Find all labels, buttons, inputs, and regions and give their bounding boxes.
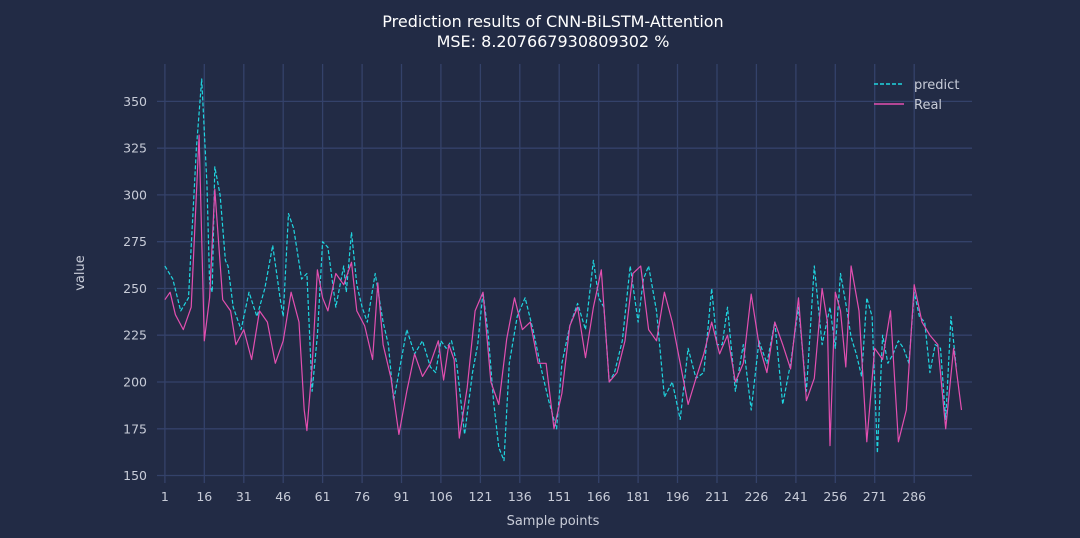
x-tick-label: 271 bbox=[863, 489, 887, 504]
chart-subtitle: MSE: 8.207667930809302 % bbox=[437, 32, 670, 51]
x-tick-label: 46 bbox=[275, 489, 291, 504]
x-tick-label: 136 bbox=[508, 489, 532, 504]
y-axis-label: value bbox=[73, 255, 88, 291]
x-tick-label: 91 bbox=[394, 489, 410, 504]
y-axis-ticks: 150 175 200 225 250 275 300 325 350 bbox=[123, 94, 147, 483]
y-tick-label: 225 bbox=[123, 328, 147, 343]
series-line-predict bbox=[164, 78, 957, 462]
x-tick-label: 226 bbox=[744, 489, 768, 504]
series-lines bbox=[164, 78, 963, 462]
legend-predict-label: predict bbox=[914, 78, 959, 93]
y-tick-label: 150 bbox=[123, 468, 147, 483]
series-line-real bbox=[164, 134, 963, 447]
x-tick-label: 76 bbox=[354, 489, 370, 504]
x-tick-label: 1 bbox=[161, 489, 169, 504]
grid-lines bbox=[157, 64, 972, 483]
x-tick-label: 241 bbox=[784, 489, 808, 504]
x-tick-label: 106 bbox=[429, 489, 453, 504]
y-tick-label: 350 bbox=[123, 94, 147, 109]
x-tick-label: 31 bbox=[236, 489, 252, 504]
legend-real-label: Real bbox=[914, 98, 942, 113]
y-tick-label: 250 bbox=[123, 281, 147, 296]
legend: predict Real bbox=[874, 78, 959, 113]
y-tick-label: 325 bbox=[123, 141, 147, 156]
x-tick-label: 121 bbox=[468, 489, 492, 504]
x-axis-ticks: 1 16 31 46 61 76 91 106 121 136 151 166 181 196 211 226… bbox=[161, 489, 926, 504]
y-tick-label: 200 bbox=[123, 375, 147, 390]
y-tick-label: 275 bbox=[123, 234, 147, 249]
x-tick-label: 196 bbox=[666, 489, 690, 504]
x-tick-label: 151 bbox=[547, 489, 571, 504]
x-tick-label: 166 bbox=[587, 489, 611, 504]
x-tick-label: 61 bbox=[315, 489, 331, 504]
y-tick-label: 300 bbox=[123, 187, 147, 202]
x-tick-label: 181 bbox=[626, 489, 650, 504]
y-tick-label: 175 bbox=[123, 421, 147, 436]
x-tick-label: 211 bbox=[705, 489, 729, 504]
x-tick-label: 256 bbox=[823, 489, 847, 504]
chart-title: Prediction results of CNN-BiLSTM-Attenti… bbox=[382, 12, 723, 31]
x-tick-label: 16 bbox=[196, 489, 212, 504]
x-tick-label: 286 bbox=[902, 489, 926, 504]
x-axis-label: Sample points bbox=[507, 514, 600, 529]
